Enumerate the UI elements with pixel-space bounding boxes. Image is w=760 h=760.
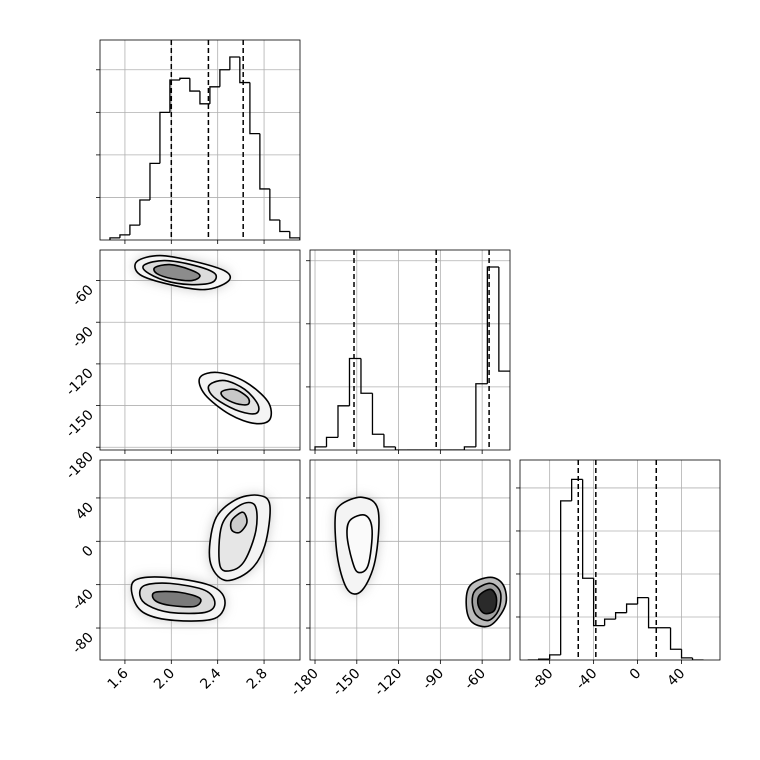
x-tick-label: 40 xyxy=(664,666,688,690)
contour xyxy=(229,511,248,534)
panel xyxy=(306,249,511,454)
hist-bin xyxy=(669,627,682,650)
y-tick-label: 0 xyxy=(79,543,97,561)
hist-bin xyxy=(603,618,616,626)
y-tick-label: -180 xyxy=(63,449,97,483)
plot-area xyxy=(520,460,720,660)
y-tick-label: -60 xyxy=(69,282,96,309)
hist-bin xyxy=(383,434,396,448)
panel xyxy=(96,39,301,244)
hist-bin xyxy=(179,77,190,80)
y-tick-label: -150 xyxy=(63,407,97,441)
y-tick-label: -90 xyxy=(69,324,96,351)
y-tick-label: -40 xyxy=(69,586,96,613)
x-tick-label: -80 xyxy=(529,666,556,693)
contour xyxy=(151,590,202,608)
hist-bin xyxy=(337,405,350,438)
hist-bin xyxy=(636,596,649,605)
panel: -180-150-120 -90 -60 xyxy=(288,459,511,700)
x-tick-label: 0 xyxy=(627,666,645,684)
x-tick-label: -150 xyxy=(330,666,364,700)
hist-bin xyxy=(139,199,150,226)
hist-bin xyxy=(680,649,693,659)
hist-bin xyxy=(625,603,638,613)
hist-bin xyxy=(229,56,240,70)
hist-bin xyxy=(289,231,300,240)
hist-bin xyxy=(199,91,210,105)
hist-bin xyxy=(360,358,373,394)
plot-area xyxy=(100,250,300,450)
panel-frame xyxy=(99,39,301,241)
panel: -80 -40 0 40 xyxy=(516,459,721,693)
hist-bin xyxy=(189,78,200,92)
panel: 1.6 2.0 2.4 2.8 -80 -40 0 40 xyxy=(69,459,301,693)
x-tick-label: -180 xyxy=(288,666,322,700)
hist-bin xyxy=(592,578,605,627)
hist-bin xyxy=(259,133,270,190)
x-tick-label: 2.0 xyxy=(151,666,178,693)
hist-bin xyxy=(614,612,627,620)
hist-bin xyxy=(149,162,160,200)
y-tick-label: -120 xyxy=(63,365,97,399)
hist-bin xyxy=(486,266,499,384)
hist-bin xyxy=(647,597,660,629)
x-tick-label: -60 xyxy=(461,666,488,693)
hist-bin xyxy=(129,224,140,235)
hist-bin xyxy=(394,446,407,450)
hist-bin xyxy=(249,82,260,135)
hist-bin xyxy=(269,188,280,221)
x-tick-label: 2.8 xyxy=(244,666,271,693)
hist-bin xyxy=(581,479,594,579)
hist-bin xyxy=(570,478,583,501)
hist-bin xyxy=(560,500,572,655)
y-tick-label: 40 xyxy=(73,499,97,523)
panel-frame xyxy=(519,459,721,661)
panel: -180 -150 -120 -90 -60 xyxy=(63,249,301,483)
x-tick-label: -90 xyxy=(420,666,447,693)
hist-bin xyxy=(279,220,290,233)
hist-bin xyxy=(348,357,361,406)
hist-bin xyxy=(109,237,120,240)
plot-area xyxy=(100,40,300,240)
plot-area xyxy=(310,460,510,660)
contour xyxy=(476,588,498,615)
hist-bin xyxy=(119,234,130,238)
hist-bin xyxy=(159,111,170,164)
hist-bin xyxy=(239,57,250,84)
hist-bin xyxy=(325,436,338,447)
hist-bin xyxy=(209,86,220,104)
hist-bin xyxy=(169,79,180,113)
hist-bin xyxy=(463,446,476,450)
x-tick-label: 2.4 xyxy=(197,665,224,692)
panel-frame xyxy=(99,249,301,451)
x-tick-label: -120 xyxy=(372,666,406,700)
contour xyxy=(346,514,373,574)
hist-bin xyxy=(314,446,327,450)
hist-bin xyxy=(498,267,510,450)
hist-bin xyxy=(549,654,561,660)
x-tick-label: 1.6 xyxy=(105,665,132,692)
hist-bin xyxy=(371,393,384,435)
panel-frame xyxy=(309,249,511,451)
hist-bin xyxy=(219,69,230,87)
contour xyxy=(220,388,251,406)
y-tick-label: -80 xyxy=(69,630,96,657)
plot-area xyxy=(100,460,300,660)
panel-frame xyxy=(99,459,301,661)
panel-frame xyxy=(309,459,511,661)
hist-bin xyxy=(691,657,704,660)
contour xyxy=(153,263,201,282)
plot-area xyxy=(310,250,510,450)
x-tick-label: -40 xyxy=(573,666,600,693)
hist-bin xyxy=(475,383,488,447)
